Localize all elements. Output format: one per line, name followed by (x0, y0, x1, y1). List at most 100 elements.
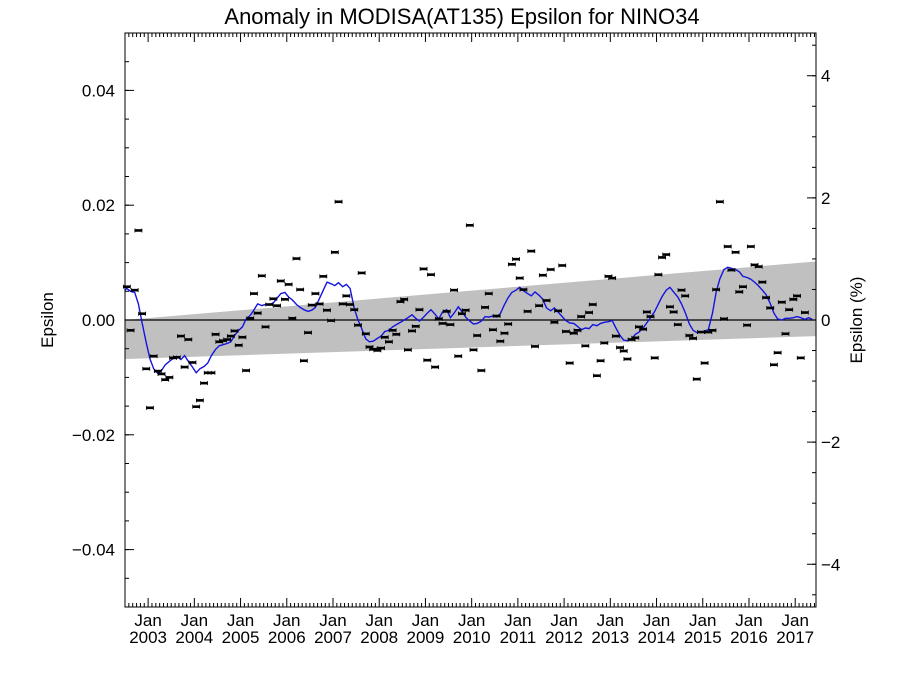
data-point (226, 334, 235, 339)
data-point (689, 336, 697, 341)
data-point (307, 303, 316, 308)
y2-tick-label: −4 (821, 555, 840, 574)
data-point (569, 331, 578, 336)
data-point (423, 358, 432, 363)
y-tick-label: −0.04 (72, 541, 115, 560)
data-point (408, 328, 416, 333)
data-point (720, 316, 728, 321)
data-point (330, 250, 339, 255)
data-point (754, 264, 763, 269)
y-tick-label: 0.00 (82, 311, 115, 330)
data-point (146, 405, 154, 410)
data-point (492, 313, 501, 318)
data-point (400, 297, 409, 302)
data-point (311, 291, 320, 296)
data-point (392, 332, 401, 337)
data-point (342, 293, 351, 298)
data-point (669, 309, 678, 314)
monthly-points-layer (122, 199, 809, 410)
data-point (484, 291, 493, 296)
data-point (770, 362, 778, 367)
y2-tick-label: −2 (821, 433, 840, 452)
x-tick-label-month: Jan (735, 611, 762, 630)
data-point (681, 293, 690, 298)
x-tick-label-month: Jan (227, 611, 254, 630)
data-point (642, 309, 651, 314)
data-point (793, 293, 801, 298)
y2-tick-label: 0 (821, 311, 830, 330)
data-point (346, 302, 354, 307)
data-point (739, 284, 747, 289)
data-point (469, 347, 478, 352)
data-point (265, 302, 274, 307)
data-point (403, 347, 412, 352)
x-tick-label-year: 2014 (638, 628, 676, 647)
data-point (773, 350, 782, 355)
data-point (431, 365, 440, 370)
data-point (781, 331, 790, 336)
x-tick-label-month: Jan (689, 611, 716, 630)
data-point (327, 318, 336, 323)
data-point (415, 307, 424, 312)
data-point (442, 309, 451, 314)
x-tick-label-month: Jan (643, 611, 670, 630)
data-point (777, 300, 786, 305)
chart-title: Anomaly in MODISA(AT135) Epsilon for NIN… (224, 4, 699, 29)
x-tick-label-year: 2007 (314, 628, 352, 647)
data-point (273, 303, 281, 308)
y-axis-title: Epsilon (38, 292, 57, 348)
data-point (207, 370, 216, 375)
data-point (288, 316, 297, 321)
data-point (319, 274, 328, 279)
data-point (165, 375, 174, 380)
x-tick-label-month: Jan (273, 611, 300, 630)
data-point (304, 330, 312, 335)
data-point (195, 398, 204, 403)
data-point (126, 328, 135, 333)
x-tick-label-month: Jan (134, 611, 161, 630)
data-point (546, 267, 555, 272)
data-point (588, 302, 597, 307)
x-tick-label-month: Jan (366, 611, 393, 630)
data-point (388, 328, 397, 333)
x-tick-label-month: Jan (458, 611, 485, 630)
x-tick-label-month: Jan (781, 611, 808, 630)
data-point (230, 328, 239, 333)
data-point (608, 276, 617, 281)
data-point (257, 273, 266, 278)
data-point (377, 346, 385, 351)
data-point (411, 324, 420, 329)
data-point (458, 311, 466, 316)
data-point (593, 373, 601, 378)
data-point (188, 360, 197, 365)
data-point (504, 322, 513, 327)
x-tick-label-year: 2017 (776, 628, 814, 647)
x-tick-label-year: 2015 (684, 628, 722, 647)
data-point (253, 311, 262, 316)
x-tick-label-month: Jan (550, 611, 577, 630)
x-tick-label-year: 2008 (360, 628, 398, 647)
data-point (269, 296, 278, 301)
data-point (450, 288, 458, 293)
x-tick-label-year: 2011 (500, 628, 537, 647)
data-point (454, 354, 463, 359)
data-point (211, 332, 220, 337)
data-point (565, 361, 574, 366)
data-point (600, 340, 609, 345)
data-point (666, 304, 674, 309)
data-point (427, 272, 435, 277)
data-point (446, 322, 455, 327)
data-point (554, 308, 562, 313)
data-point (419, 266, 428, 271)
data-point (585, 310, 593, 315)
y2-tick-label: 4 (821, 67, 830, 86)
data-point (292, 256, 301, 261)
data-point (542, 298, 551, 303)
data-point (646, 314, 655, 319)
data-point (712, 287, 721, 292)
data-point (550, 320, 559, 325)
x-tick-label-year: 2004 (175, 628, 213, 647)
axes-layer: 0.040.020.00−0.02−0.04420−2−4Jan2003Jan2… (72, 32, 840, 647)
data-point (619, 348, 628, 353)
